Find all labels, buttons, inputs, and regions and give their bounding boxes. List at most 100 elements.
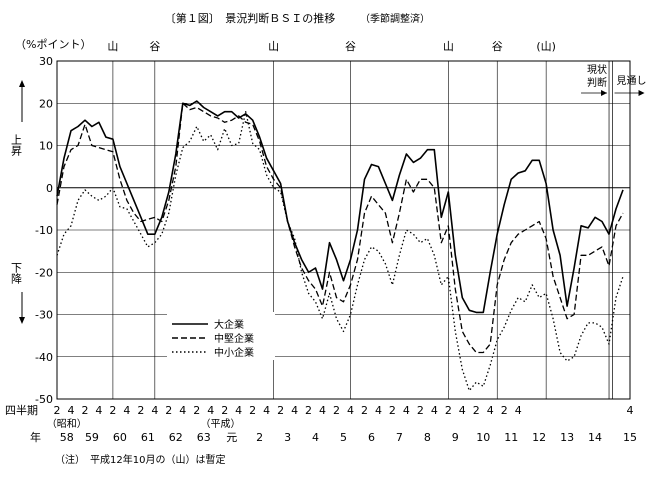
x-year-label: 59 [85, 431, 99, 444]
x-year-label: 62 [169, 431, 183, 444]
x-quarter-label: 4 [459, 404, 466, 417]
x-quarter-label: 4 [151, 404, 158, 417]
x-quarter-label: 4 [179, 404, 186, 417]
x-quarter-label: 2 [389, 404, 396, 417]
x-quarter-label: 4 [515, 404, 522, 417]
x-quarter-label: 2 [333, 404, 340, 417]
series-lines [56, 100, 624, 392]
y-tick-label: 10 [39, 140, 53, 153]
series-line-2 [56, 111, 624, 392]
y-tick-labels: 30 20 10 0 -10 -20 -30 -40 -50 [35, 55, 53, 406]
x-year-label: 8 [424, 431, 431, 444]
x-quarter-label: 2 [473, 404, 480, 417]
cycle-label: (山) [536, 40, 556, 53]
y-tick-label: -20 [35, 266, 53, 279]
x-quarter-label: 2 [81, 404, 88, 417]
x-quarter-label: 2 [137, 404, 144, 417]
cycle-label: 谷 [149, 40, 160, 53]
legend: 大企業 中堅企業 中小企業 [167, 312, 275, 360]
y-tick-label: 0 [46, 182, 53, 195]
x-quarter-label: 2 [445, 404, 452, 417]
cycle-label: 山 [107, 40, 118, 53]
x-quarter-label: 2 [193, 404, 200, 417]
cycle-label: 谷 [492, 40, 503, 53]
x-quarter-label: 4 [487, 404, 494, 417]
legend-label-small: 中小企業 [214, 346, 254, 359]
x-year-label: 元 [226, 431, 237, 444]
x-quarter-label: 4 [627, 404, 634, 417]
cycle-label: 谷 [345, 40, 356, 53]
chart-title: 〔第１図〕 景況判断ＢＳＩの推移 [165, 11, 336, 25]
x-year-label: 13 [560, 431, 574, 444]
x-year-label: 2 [256, 431, 263, 444]
x-year-label: 10 [476, 431, 490, 444]
x-quarter-label: 2 [501, 404, 508, 417]
x-era-showa: （昭和） [47, 418, 87, 430]
x-quarter-label: 2 [417, 404, 424, 417]
x-row-label-year: 年 [30, 430, 41, 444]
x-quarter-label: 4 [207, 404, 214, 417]
x-year-label: 60 [113, 431, 127, 444]
forecast-arrowhead [638, 90, 645, 96]
x-quarter-label: 4 [431, 404, 438, 417]
y-direction-up: 上昇 [10, 80, 25, 157]
x-year-label: 14 [588, 431, 602, 444]
chart-subtitle: （季節調整済） [360, 12, 430, 25]
grid [56, 60, 631, 400]
x-year-label: 6 [368, 431, 375, 444]
x-quarter-label: 4 [123, 404, 130, 417]
x-quarter-label: 2 [277, 404, 284, 417]
x-quarter-label: 4 [263, 404, 270, 417]
y-tick-label: -10 [35, 224, 53, 237]
x-year-label: 58 [60, 431, 74, 444]
x-quarter-label: 4 [291, 404, 298, 417]
x-quarter-label: 2 [305, 404, 312, 417]
x-year-label: 5 [340, 431, 347, 444]
legend-label-mid: 中堅企業 [214, 332, 254, 345]
y-tick-label: -50 [35, 393, 53, 406]
x-year-label: 4 [312, 431, 319, 444]
x-year-label: 63 [197, 431, 211, 444]
x-year-label: 11 [504, 431, 518, 444]
x-quarter-label: 4 [403, 404, 410, 417]
y-tick-label: 30 [39, 55, 53, 68]
x-row-label-quarter: 四半期 [5, 403, 38, 417]
y-down-label: 下降 [10, 262, 23, 284]
x-quarter-label: 4 [375, 404, 382, 417]
y-unit-label: （%ポイント） [15, 38, 91, 51]
series-line-0 [56, 100, 624, 314]
x-quarter-label: 4 [95, 404, 102, 417]
x-era-heisei: （平成） [201, 418, 241, 430]
x-year-label: 3 [284, 431, 291, 444]
current-arrowhead [601, 90, 608, 96]
y-direction-down: 下降 [10, 262, 25, 324]
cycle-label: 山 [268, 40, 279, 53]
y-tick-label: -30 [35, 309, 53, 322]
current-label-line2: 判断 [587, 76, 607, 89]
x-year-label: 7 [396, 431, 403, 444]
x-quarter-label: 4 [319, 404, 326, 417]
x-quarter-label: 4 [347, 404, 354, 417]
y-up-label: 上昇 [10, 134, 23, 157]
x-year-label: 9 [452, 431, 459, 444]
x-year-label: 12 [532, 431, 546, 444]
forecast-label: 見通し [617, 75, 647, 87]
series-line-1 [56, 102, 624, 354]
y-tick-label: 20 [39, 97, 53, 110]
x-year-label: 15 [623, 431, 637, 444]
y-tick-label: -40 [35, 351, 53, 364]
x-quarter-label: 2 [109, 404, 116, 417]
x-quarter-label: 2 [249, 404, 256, 417]
x-quarter-label: 2 [54, 404, 61, 417]
x-quarter-label: 2 [221, 404, 228, 417]
x-quarter-label: 2 [165, 404, 172, 417]
current-label-line1: 現状 [587, 63, 607, 76]
legend-label-large: 大企業 [214, 318, 244, 331]
x-quarter-label: 4 [67, 404, 74, 417]
cycle-label: 山 [443, 40, 454, 53]
x-quarter-label: 4 [235, 404, 242, 417]
x-year-label: 61 [141, 431, 155, 444]
